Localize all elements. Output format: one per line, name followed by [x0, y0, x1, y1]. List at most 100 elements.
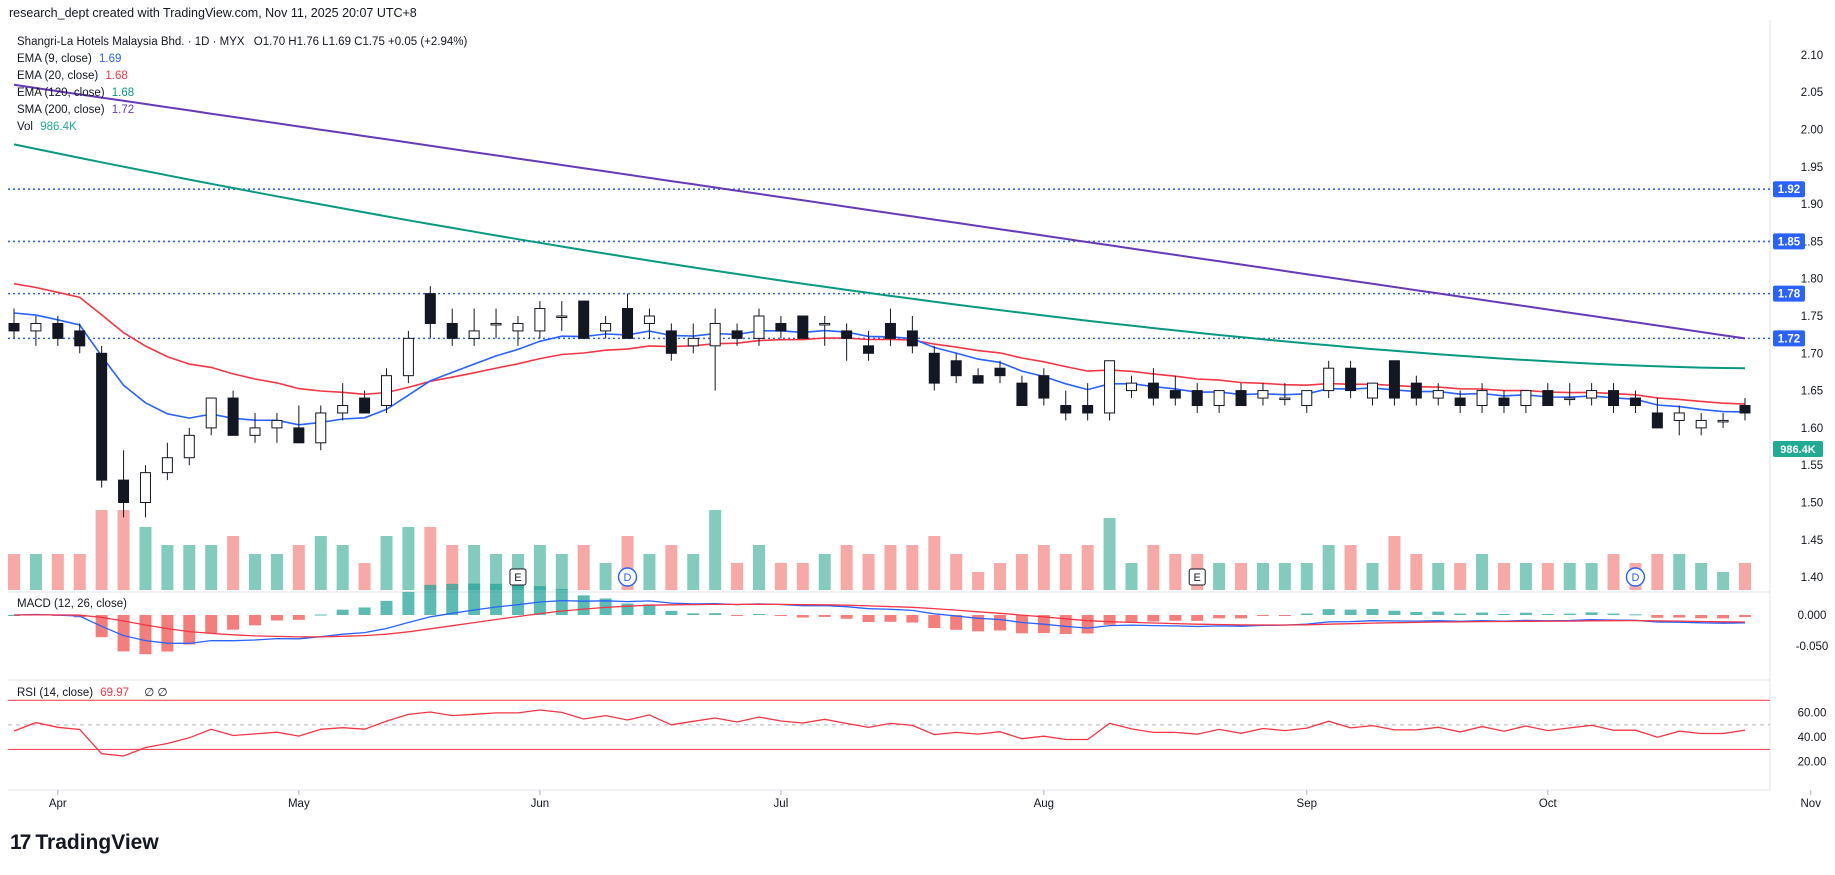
candle-body — [1191, 390, 1203, 407]
legend-value: 1.68 — [105, 70, 128, 82]
macd-histogram-bar — [511, 585, 524, 615]
volume-bar — [1278, 563, 1291, 590]
candle-body — [315, 412, 327, 444]
legend-ema120[interactable]: EMA (120, close) 1.68 — [17, 85, 467, 102]
price-label-box — [1773, 330, 1805, 347]
macd-histogram-bar — [731, 615, 744, 616]
rsi-line — [13, 709, 1746, 757]
price-tick-label: 1.70 — [1801, 348, 1823, 360]
volume-bar — [358, 563, 371, 590]
price-label: 1.92 — [1778, 184, 1800, 196]
volume-bar — [1673, 554, 1686, 590]
time-tick-label: Jul — [774, 798, 789, 810]
volume-bar — [906, 545, 919, 590]
candle-body — [753, 315, 765, 339]
macd-histogram-bar — [1563, 613, 1576, 615]
candle-body — [643, 315, 655, 324]
macd-histogram-bar — [577, 595, 590, 615]
macd-histogram-bar — [1125, 615, 1138, 622]
volume-bar — [1519, 563, 1532, 590]
macd-histogram-bar — [1673, 615, 1686, 618]
macd-histogram-bar — [555, 588, 568, 615]
candle-body — [205, 397, 217, 429]
macd-histogram-bar — [1585, 612, 1598, 615]
macd-histogram-bar — [292, 615, 305, 620]
volume-label: 986.4K — [1780, 444, 1816, 456]
volume-bar — [774, 563, 787, 590]
rsi-extra: ∅ ∅ — [144, 687, 168, 699]
legend-ema20[interactable]: EMA (20, close) 1.68 — [17, 68, 467, 85]
time-tick-label: Sep — [1297, 798, 1317, 810]
tradingview-logo[interactable]: 17 TradingView — [10, 831, 159, 855]
volume-bar — [1454, 563, 1467, 590]
legend-label: EMA (120, close) — [17, 87, 105, 99]
earnings-marker-label: E — [514, 572, 521, 584]
macd-label[interactable]: MACD (12, 26, close) — [17, 598, 127, 610]
macd-histogram-bar — [599, 598, 612, 615]
volume-bar — [270, 554, 283, 590]
candle-body — [1542, 390, 1554, 407]
volume-bar — [1432, 563, 1445, 590]
candle-body — [1301, 390, 1313, 407]
volume-bar — [468, 545, 481, 590]
legend-sma200[interactable]: SMA (200, close) 1.72 — [17, 102, 467, 119]
rsi-label: RSI (14, close) — [17, 687, 94, 699]
candle-body — [578, 300, 590, 339]
volume-bar — [994, 563, 1007, 590]
candle-body — [906, 330, 918, 347]
candle-body — [424, 293, 436, 324]
macd-histogram-bar — [840, 615, 853, 619]
legend-label: SMA (200, close) — [17, 104, 105, 116]
macd-histogram-bar — [1103, 615, 1116, 625]
candle-body — [1323, 367, 1335, 392]
candle-body — [1213, 390, 1225, 407]
candle-body — [863, 345, 875, 354]
volume-bar — [862, 554, 875, 590]
dividend-marker — [617, 567, 638, 587]
rsi-legend[interactable]: RSI (14, close) 69.97 ∅ ∅ — [17, 685, 167, 699]
volume-bar — [1717, 572, 1730, 590]
volume-bar — [1256, 563, 1269, 590]
candle-body — [600, 322, 612, 332]
macd-histogram-bar — [1015, 615, 1028, 634]
rsi-tick-label: 20.00 — [1798, 757, 1827, 769]
volume-bar — [1651, 554, 1664, 590]
candle-body — [1235, 390, 1247, 407]
symbol-exchange: MYX — [219, 36, 245, 48]
earnings-marker — [509, 568, 527, 586]
candle-body — [1016, 382, 1028, 407]
macd-histogram-bar — [446, 583, 459, 615]
macd-histogram-bar — [1410, 611, 1423, 615]
volume-bar — [818, 554, 831, 590]
volume-bar — [1322, 545, 1335, 590]
ema9-line — [13, 312, 1746, 426]
sma200-line — [13, 83, 1746, 340]
volume-bar — [336, 545, 349, 590]
volume-bar — [1344, 545, 1357, 590]
tv-logo-icon: 17 — [10, 831, 31, 854]
macd-histogram-bar — [249, 615, 262, 626]
macd-histogram-bar — [884, 615, 897, 622]
macd-histogram-bar — [380, 600, 393, 615]
legend-ema9[interactable]: EMA (9, close) 1.69 — [17, 51, 467, 68]
rsi-tick-label: 60.00 — [1798, 708, 1827, 720]
volume-bar — [424, 527, 437, 590]
macd-histogram-bar — [183, 615, 196, 645]
price-tick-label: 1.50 — [1801, 497, 1823, 509]
legend-label: EMA (20, close) — [17, 70, 99, 82]
candle-body — [118, 479, 130, 503]
price-tick-label: 1.90 — [1801, 199, 1823, 211]
candle-body — [161, 457, 173, 474]
candle-body — [227, 397, 239, 436]
macd-histogram-bar — [1147, 615, 1160, 622]
legend-volume[interactable]: Vol 986.4K — [17, 119, 467, 136]
dividend-marker-label: D — [1631, 572, 1639, 584]
time-tick-label: Oct — [1539, 798, 1558, 810]
macd-histogram-bar — [994, 615, 1007, 631]
volume-bar — [51, 554, 64, 590]
candle-body — [1257, 390, 1269, 399]
macd-histogram-bar — [1476, 612, 1489, 615]
candle-body — [1082, 405, 1094, 414]
